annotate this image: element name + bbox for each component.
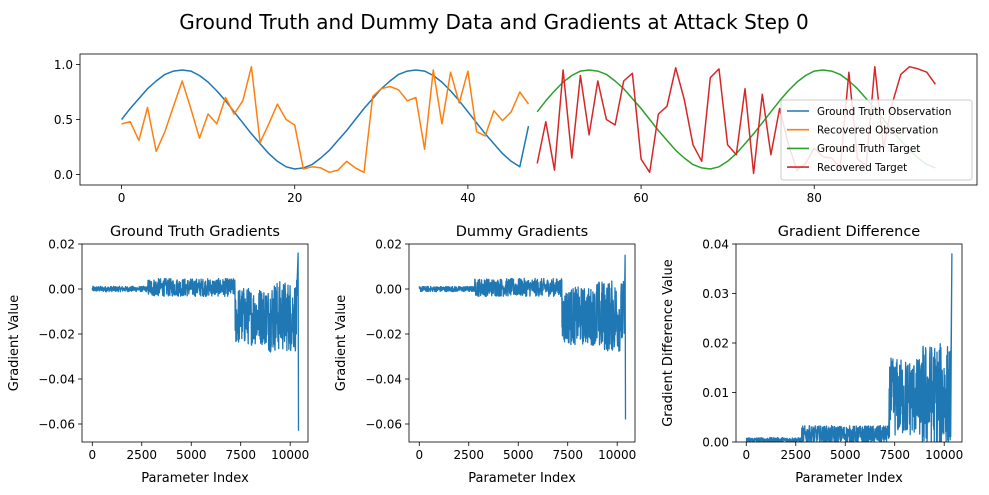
- x-tick-label: 0: [415, 448, 423, 462]
- series-line-2: [121, 65, 530, 174]
- x-tick-label: 10000: [598, 448, 636, 462]
- x-tick-label: 40: [460, 191, 475, 205]
- x-tick-label: 7500: [225, 448, 256, 462]
- legend-entry: Ground Truth Observation: [817, 106, 951, 118]
- y-tick-label: 0.00: [702, 436, 729, 450]
- y-tick-label: 0.01: [702, 386, 729, 400]
- gradient-trace: [418, 254, 627, 420]
- x-tick-label: 2500: [453, 448, 484, 462]
- plot-area: [91, 252, 300, 431]
- chart-2: 0 2500 5000 7500 10000 −0.06 −0.04 −0.02 0.00 0.0…: [7, 224, 309, 486]
- y-tick-label: 0.0: [54, 168, 73, 182]
- series-line-1: [121, 69, 530, 170]
- x-tick-label: 10000: [925, 448, 963, 462]
- x-tick-label: 7500: [552, 448, 583, 462]
- x-tick-label: 5000: [830, 448, 861, 462]
- x-tick-label: 80: [807, 191, 822, 205]
- subplot-title: Ground Truth Gradients: [110, 224, 280, 240]
- y-tick-label: 0.00: [375, 283, 402, 297]
- legend-box: [780, 99, 973, 181]
- plot-area: [418, 254, 627, 420]
- axes-frame: [81, 243, 309, 443]
- y-tick-label: 0.5: [54, 113, 73, 127]
- axes-frame: [79, 53, 978, 186]
- y-tick-label: 0.02: [48, 238, 75, 252]
- x-tick-label: 5000: [176, 448, 207, 462]
- legend-entry: Recovered Observation: [817, 125, 938, 137]
- axes-frame: [735, 243, 963, 443]
- plot-area: [745, 253, 953, 442]
- chart-1: 0 20 40 60 80 0.0 0.5 1.0 Ground Truth Observati…: [54, 53, 978, 205]
- y-axis-label: Gradient Value: [7, 295, 22, 391]
- axes-frame: [408, 243, 636, 443]
- x-tick-label: 0: [88, 448, 96, 462]
- gradient-trace: [745, 253, 953, 442]
- y-tick-label: 0.00: [48, 283, 75, 297]
- figure-title: Ground Truth and Dummy Data and Gradient…: [179, 10, 808, 34]
- x-axis-label: Parameter Index: [795, 471, 903, 486]
- x-axis-label: Parameter Index: [468, 471, 576, 486]
- legend-entry: Ground Truth Target: [817, 143, 920, 155]
- x-tick-label: 0: [742, 448, 750, 462]
- x-tick-label: 0: [118, 191, 126, 205]
- legend: Ground Truth Observation Recovered Observ…: [780, 99, 973, 181]
- y-tick-label: −0.06: [38, 418, 75, 432]
- y-axis-label: Gradient Difference Value: [661, 259, 676, 427]
- y-axis-label: Gradient Value: [334, 295, 349, 391]
- y-tick-label: −0.02: [365, 328, 402, 342]
- y-tick-label: −0.02: [38, 328, 75, 342]
- chart-3: 0 2500 5000 7500 10000 −0.06 −0.04 −0.02 0.00 0.0…: [334, 224, 636, 486]
- x-tick-label: 10000: [271, 448, 309, 462]
- y-tick-label: −0.06: [365, 418, 402, 432]
- y-tick-label: −0.04: [38, 373, 75, 387]
- subplot-title: Gradient Difference: [778, 224, 921, 240]
- y-tick-label: 1.0: [54, 58, 73, 72]
- y-tick-label: −0.04: [365, 373, 402, 387]
- x-axis-label: Parameter Index: [141, 471, 249, 486]
- x-tick-label: 2500: [780, 448, 811, 462]
- legend-entry: Recovered Target: [817, 162, 907, 174]
- y-tick-label: 0.04: [702, 238, 729, 252]
- x-tick-label: 20: [287, 191, 302, 205]
- subplot-title: Dummy Gradients: [456, 224, 588, 240]
- y-tick-label: 0.02: [702, 337, 729, 351]
- x-tick-label: 2500: [126, 448, 157, 462]
- y-tick-label: 0.02: [375, 238, 402, 252]
- x-tick-label: 60: [633, 191, 648, 205]
- x-tick-label: 7500: [879, 448, 910, 462]
- chart-4: 0 2500 5000 7500 10000 0.00 0.01 0.02 0.03 0.04 Gr…: [661, 224, 963, 486]
- x-tick-label: 5000: [503, 448, 534, 462]
- plots: 0 20 40 60 80 0.0 0.5 1.0 Ground Truth Observati…: [7, 53, 978, 486]
- gradient-trace: [91, 252, 300, 431]
- y-tick-label: 0.03: [702, 287, 729, 301]
